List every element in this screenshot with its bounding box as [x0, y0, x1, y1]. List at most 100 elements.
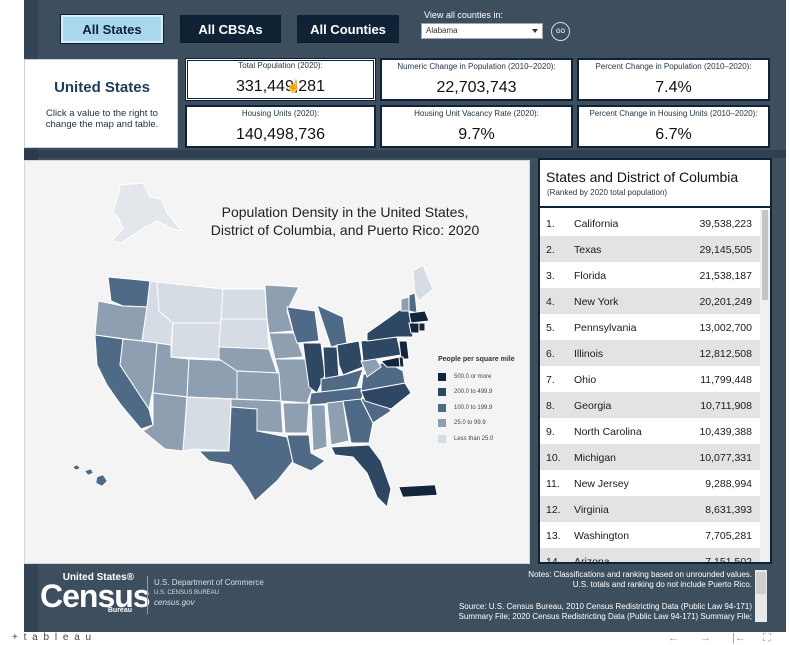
county-select[interactable]: Alabama	[421, 23, 543, 39]
ranking-rank: 1.	[546, 218, 555, 230]
scrollbar-thumb[interactable]	[756, 572, 766, 594]
ranking-rank: 6.	[546, 348, 555, 360]
map-state-wyoming	[170, 322, 222, 360]
map-state-hawaii	[72, 464, 108, 487]
ranking-row[interactable]: 1. California 39,538,223	[540, 210, 760, 236]
map-state-montana	[156, 281, 224, 324]
dept-line3[interactable]: census.gov	[154, 598, 195, 607]
ranking-scrollbar[interactable]	[760, 210, 770, 562]
revert-icon[interactable]: |←	[732, 632, 746, 644]
legend-swatch	[438, 434, 446, 443]
ranking-header: States and District of Columbia (Ranked …	[540, 160, 770, 208]
ranking-row[interactable]: 14. Arizona 7,151,502	[540, 548, 760, 564]
map-puerto-rico	[398, 484, 438, 498]
notes-line2: U.S. totals and ranking do not include P…	[572, 580, 752, 589]
section-divider	[38, 150, 786, 158]
legend-label: 200.0 to 499.9	[454, 389, 493, 396]
tableau-logo[interactable]: + t a b l e a u	[12, 632, 93, 643]
undo-icon[interactable]: ←	[668, 632, 679, 644]
ranking-population: 8,631,393	[705, 504, 752, 516]
ranking-population: 10,077,331	[699, 452, 752, 464]
redo-icon[interactable]: →	[700, 632, 711, 644]
density-map-panel: Population Density in the United States,…	[24, 160, 530, 564]
map-state-delaware	[398, 356, 405, 368]
county-select-value: Alabama	[426, 26, 458, 35]
map-state-oregon	[94, 300, 148, 342]
stat-total-population[interactable]: Total Population (2020): 331,449,281	[185, 58, 376, 101]
footer-scrollbar[interactable]	[755, 570, 767, 622]
fullscreen-icon[interactable]: ⛶	[763, 632, 771, 644]
stat-percent-change-housing[interactable]: Percent Change in Housing Units (2010–20…	[577, 105, 770, 148]
map-state-alabama	[326, 400, 350, 446]
map-state-kentucky	[320, 368, 364, 394]
scrollbar-thumb[interactable]	[762, 210, 768, 300]
legend-label: 500.0 or more	[454, 373, 492, 380]
map-state-new-hampshire	[408, 292, 418, 314]
census-logo[interactable]: United States® Census Bureau	[40, 572, 151, 620]
ranking-rank: 3.	[546, 270, 555, 282]
ranking-population: 10,711,908	[700, 400, 752, 412]
logo-top-text: United States®	[62, 572, 134, 583]
geography-panel: United States Click a value to the right…	[24, 59, 178, 148]
ranking-row[interactable]: 12. Virginia 8,631,393	[540, 496, 760, 522]
stat-vacancy-rate[interactable]: Housing Unit Vacancy Rate (2020): 9.7%	[380, 105, 573, 148]
us-density-map[interactable]	[25, 161, 531, 565]
ranking-row[interactable]: 9. North Carolina 10,439,388	[540, 418, 760, 444]
map-state-louisiana	[286, 434, 326, 472]
ranking-state: California	[574, 218, 619, 230]
ranking-population: 20,201,249	[699, 296, 752, 308]
tab-all-states[interactable]: All States	[61, 15, 163, 43]
map-state-georgia	[342, 398, 374, 444]
stat-housing-units[interactable]: Housing Units (2020): 140,498,736	[185, 105, 376, 148]
map-state-massachusetts	[408, 310, 430, 324]
ranking-row[interactable]: 10. Michigan 10,077,331	[540, 444, 760, 470]
stat-percent-change-population[interactable]: Percent Change in Population (2010–2020)…	[577, 58, 770, 101]
ranking-subtitle: (Ranked by 2020 total population)	[547, 188, 668, 197]
source-line2: Summary File; 2020 Census Redistricting …	[458, 612, 752, 621]
source-line1: Source: U.S. Census Bureau, 2010 Census …	[458, 602, 752, 611]
chevron-down-icon	[532, 29, 538, 33]
department-info: U.S. Department of Commerce U.S. CENSUS …	[154, 578, 264, 608]
legend-label: Less than 25.0	[454, 435, 494, 442]
ranking-rank: 9.	[546, 426, 555, 438]
tab-all-counties[interactable]: All Counties	[297, 15, 399, 43]
ranking-rank: 10.	[546, 452, 561, 464]
stat-value: 7.4%	[655, 79, 692, 96]
map-state-wisconsin	[286, 306, 320, 344]
ranking-row[interactable]: 7. Ohio 11,799,448	[540, 366, 760, 392]
stat-value: 22,703,743	[436, 79, 517, 96]
ranking-state: Florida	[574, 270, 607, 282]
stat-label: Numeric Change in Population (2010–2020)…	[397, 62, 556, 71]
ranking-row[interactable]: 13. Washington 7,705,281	[540, 522, 760, 548]
ranking-row[interactable]: 5. Pennsylvania 13,002,700	[540, 314, 760, 340]
ranking-rank: 14.	[546, 556, 561, 564]
ranking-row[interactable]: 8. Georgia 10,711,908	[540, 392, 760, 418]
map-state-florida	[330, 444, 392, 508]
notes-line1: Notes: Classifications and ranking based…	[528, 570, 752, 579]
ranking-population: 13,002,700	[699, 322, 752, 334]
stat-numeric-change-population[interactable]: Numeric Change in Population (2010–2020)…	[380, 58, 573, 101]
ranking-state: Arizona	[574, 556, 610, 564]
ranking-state: New York	[574, 296, 619, 308]
map-state-washington	[107, 276, 151, 308]
ranking-row[interactable]: 2. Texas 29,145,505	[540, 236, 760, 262]
ranking-row[interactable]: 11. New Jersey 9,288,994	[540, 470, 760, 496]
tab-all-cbsas[interactable]: All CBSAs	[180, 15, 281, 43]
go-button[interactable]: GO	[551, 22, 570, 41]
ranking-row[interactable]: 3. Florida 21,538,187	[540, 262, 760, 288]
geography-title: United States	[54, 79, 150, 96]
map-state-new-jersey	[398, 340, 410, 360]
map-state-vermont	[400, 296, 410, 312]
map-state-north-dakota	[220, 288, 268, 320]
logo-bureau-text: Bureau	[107, 607, 132, 614]
map-state-maine	[412, 264, 434, 302]
footer-notes: Notes: Classifications and ranking based…	[420, 570, 752, 590]
map-state-virginia	[360, 360, 406, 392]
map-state-new-york	[366, 308, 414, 342]
ranking-population: 11,799,448	[700, 374, 752, 386]
legend-title: People per square mile	[438, 356, 515, 363]
legend-swatch	[438, 403, 446, 412]
ranking-state: Pennsylvania	[574, 322, 637, 334]
ranking-row[interactable]: 6. Illinois 12,812,508	[540, 340, 760, 366]
ranking-row[interactable]: 4. New York 20,201,249	[540, 288, 760, 314]
